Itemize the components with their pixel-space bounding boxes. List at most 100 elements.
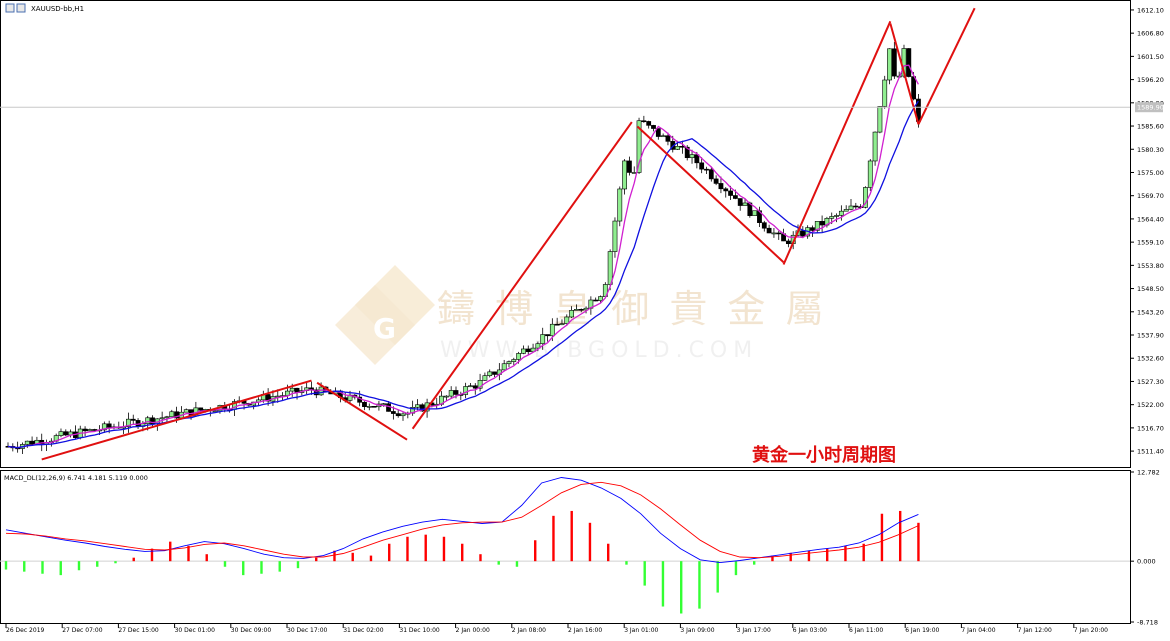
candle-up (887, 48, 892, 81)
y-tick-label: 1612.10 (1137, 6, 1164, 14)
candle-up (506, 361, 512, 365)
watermark-cn-text: 鑄 博 皇 御 貴 金 屬 (437, 287, 827, 331)
x-tick-label: 2 Jan 00:00 (456, 627, 490, 634)
macd-histogram-bar-positive (844, 545, 847, 562)
macd-histogram-bar-positive (187, 545, 190, 562)
trend-line[interactable] (917, 7, 976, 125)
x-tick-label: 3 Jan 01:00 (624, 627, 658, 634)
macd-histogram-bar-positive (150, 548, 154, 562)
candle-up (126, 418, 131, 428)
candle-down (641, 120, 647, 123)
candle-up (752, 210, 758, 216)
watermark-logo-icon (355, 265, 435, 345)
macd-histogram-bar-positive (570, 510, 573, 562)
macd-histogram-bar-negative (223, 561, 227, 567)
candle-down (891, 48, 897, 77)
candle-up (814, 221, 820, 231)
macd-indicator-label: MACD_DL(12,26,9) 6.741 4.181 5.119 0.000 (4, 474, 148, 482)
macd-histogram-bar-positive (169, 541, 172, 562)
candle-down (651, 125, 656, 129)
macd-histogram-bar-positive (479, 554, 482, 562)
candle-down (627, 160, 632, 173)
candle-down (593, 299, 599, 302)
y-tick-label: 1575.00 (1137, 169, 1164, 177)
y-tick-label: 1527.30 (1137, 378, 1164, 386)
macd-histogram-bar-negative (497, 561, 500, 565)
candle-up (675, 145, 680, 150)
chart-window-icon-2[interactable] (16, 3, 26, 13)
candle-up (612, 220, 618, 252)
macd-y-tick-label: 0.000 (1137, 558, 1156, 566)
main-plot-frame (0, 0, 1131, 468)
candle-up (564, 316, 570, 324)
candle-down (810, 227, 815, 231)
candle-up (843, 209, 849, 212)
trend-line[interactable] (316, 381, 408, 441)
macd-histogram-bar-negative (734, 561, 738, 576)
candle-up (145, 417, 151, 425)
candle-down (578, 309, 584, 311)
window-header: XAUUSD-bb,H1 (5, 3, 84, 13)
candle-up (742, 202, 748, 206)
macd-histogram-bar-positive (862, 543, 865, 562)
x-tick-label: 27 Dec 15:00 (118, 627, 159, 634)
candle-up (463, 386, 469, 395)
candle-up (58, 431, 64, 436)
candle-down (718, 183, 724, 190)
macd-histogram-bar-positive (880, 513, 884, 562)
candle-up (617, 188, 623, 222)
candle-up (482, 375, 488, 381)
trend-line[interactable] (782, 20, 892, 265)
trend-line[interactable] (636, 125, 785, 264)
candle-up (631, 172, 637, 174)
macd-histogram-bar-negative (114, 561, 117, 564)
y-tick-label: 1522.00 (1137, 401, 1164, 409)
candle-down (694, 154, 700, 164)
macd-histogram-bar-positive (898, 510, 902, 562)
macd-histogram-bar-negative (625, 561, 628, 565)
candle-down (82, 428, 88, 432)
candle-down (554, 323, 560, 326)
candle-up (24, 440, 30, 445)
trend-line[interactable] (41, 379, 312, 461)
candle-up (574, 309, 579, 311)
candle-up (882, 79, 888, 107)
candle-up (415, 404, 420, 408)
candle-down (766, 227, 772, 234)
candle-down (525, 348, 531, 353)
candle-down (106, 423, 112, 428)
macd-histogram-bar-positive (771, 555, 774, 562)
candle-down (704, 168, 709, 171)
candle-up (569, 310, 575, 318)
candle-up (521, 348, 526, 354)
y-tick-label: 1564.40 (1137, 215, 1164, 223)
macd-histogram-bar-negative (41, 561, 44, 574)
candle-down (362, 401, 367, 407)
symbol-label: XAUUSD-bb,H1 (31, 5, 84, 13)
macd-histogram-bar-negative (680, 561, 683, 614)
trend-line[interactable] (411, 121, 633, 430)
macd-histogram-bar-negative (23, 561, 26, 572)
candle-down (646, 121, 652, 126)
candle-down (728, 190, 733, 196)
macd-histogram-bar-positive (442, 536, 446, 562)
candle-down (776, 232, 782, 235)
x-tick-label: 6 Jan 03:00 (793, 627, 827, 634)
x-tick-label: 6 Jan 11:00 (849, 627, 883, 634)
candle-down (545, 334, 550, 337)
macd-histogram-bar-negative (59, 561, 62, 576)
macd-histogram-bar-positive (552, 515, 555, 562)
candle-up (400, 413, 406, 417)
x-tick-label: 30 Dec 01:00 (175, 627, 216, 634)
candle-down (911, 76, 917, 100)
chart-window-icon[interactable] (5, 3, 15, 13)
candle-down (390, 411, 396, 414)
y-tick-label: 1580.30 (1137, 146, 1164, 154)
candle-down (472, 385, 478, 389)
x-tick-label: 26 Dec 2019 (6, 627, 45, 634)
macd-histogram-bar-positive (789, 552, 792, 562)
x-tick-label: 7 Jan 20:00 (1074, 627, 1108, 634)
macd-histogram-bar-positive (132, 557, 135, 562)
